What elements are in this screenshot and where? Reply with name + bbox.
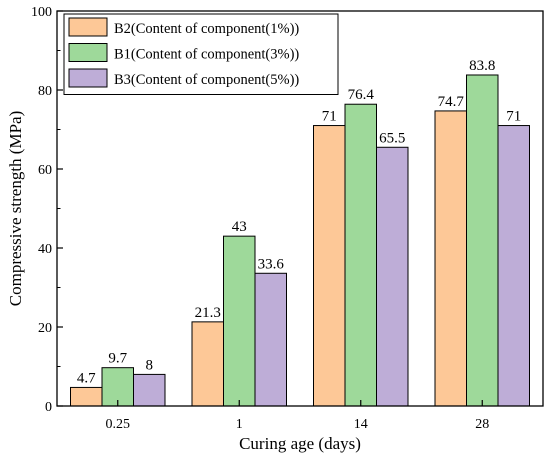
legend-label: B3(Content of component(5%)) bbox=[114, 72, 299, 88]
legend-swatch bbox=[68, 17, 108, 37]
bar-s2-1 bbox=[223, 235, 256, 407]
data-label: 21.3 bbox=[195, 305, 221, 321]
x-tick-label: 0.25 bbox=[106, 417, 131, 432]
y-tick-label: 100 bbox=[31, 5, 52, 20]
data-label: 76.4 bbox=[348, 87, 375, 103]
y-tick-label: 0 bbox=[45, 400, 52, 415]
y-axis: 0 20 40 60 80 100 bbox=[31, 5, 63, 415]
bar-s1-14 bbox=[313, 125, 346, 407]
bar-s2-14 bbox=[344, 103, 377, 407]
bar-s3-28 bbox=[497, 125, 530, 407]
legend-label: B1(Content of component(3%)) bbox=[114, 47, 299, 63]
y-tick-label: 80 bbox=[38, 84, 52, 99]
legend: B2(Content of component(1%)) B1(Content o… bbox=[63, 13, 339, 95]
data-label: 83.8 bbox=[469, 58, 495, 74]
data-label: 4.7 bbox=[77, 370, 96, 386]
x-axis: 0.25 1 14 28 bbox=[106, 400, 489, 432]
bar-s2-0.25 bbox=[101, 367, 134, 407]
bar-s3-0.25 bbox=[133, 373, 166, 407]
x-axis-title: Curing age (days) bbox=[239, 434, 361, 453]
legend-label: B2(Content of component(1%)) bbox=[114, 21, 299, 37]
data-label: 71 bbox=[506, 109, 521, 125]
data-label: 8 bbox=[146, 357, 154, 373]
bar-s1-1 bbox=[191, 321, 224, 407]
y-tick-label: 60 bbox=[38, 163, 52, 178]
data-label: 65.5 bbox=[379, 130, 405, 146]
data-labels-group: 4.7 21.3 71 74.7 9.7 43 76.4 83.8 8 33.6 65.5 71 bbox=[77, 58, 521, 386]
data-label: 33.6 bbox=[258, 256, 285, 272]
bar-s3-1 bbox=[254, 272, 287, 407]
bar-s1-28 bbox=[434, 110, 467, 407]
bar-s1-0.25 bbox=[70, 386, 103, 407]
y-tick-label: 40 bbox=[38, 242, 52, 257]
legend-box bbox=[63, 13, 339, 95]
x-tick-label: 14 bbox=[354, 417, 368, 432]
legend-swatch bbox=[68, 43, 108, 62]
bar-s3-14 bbox=[376, 146, 409, 407]
x-tick-label: 1 bbox=[236, 417, 243, 432]
data-label: 43 bbox=[232, 219, 247, 235]
data-label: 71 bbox=[322, 109, 337, 125]
x-tick-label: 28 bbox=[475, 417, 489, 432]
data-label: 74.7 bbox=[438, 94, 465, 110]
bars-group bbox=[70, 74, 530, 407]
y-axis-title: Compressive strength (MPa) bbox=[6, 111, 25, 306]
y-tick-label: 20 bbox=[38, 321, 52, 336]
legend-swatch bbox=[68, 68, 108, 88]
bar-s2-28 bbox=[466, 74, 499, 407]
data-label: 9.7 bbox=[108, 351, 127, 367]
